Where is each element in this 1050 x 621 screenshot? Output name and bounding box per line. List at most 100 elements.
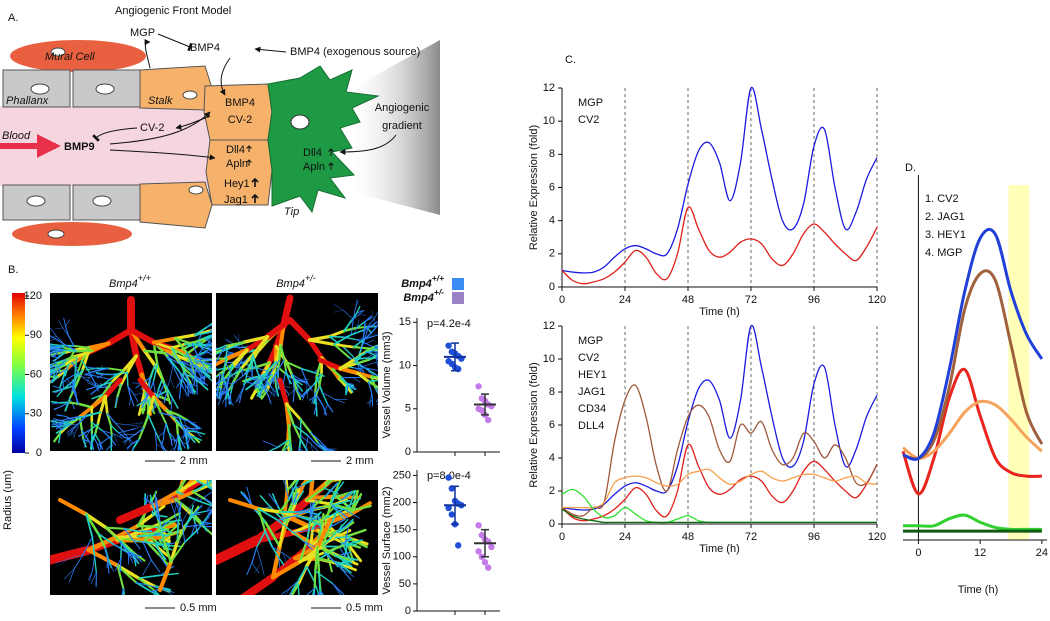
vessel [296,454,299,465]
vessel [285,402,303,421]
vessel [365,339,375,344]
y-tick-label: 15 [399,316,411,328]
vessel [74,554,84,569]
vessel [68,372,79,379]
vessel [170,438,173,447]
vessel [81,376,91,379]
y-tick-label: 2 [549,485,555,497]
vessel [311,609,322,617]
series-line [561,384,878,517]
vessel [90,341,111,353]
vessel [163,423,167,433]
vessel [329,518,346,528]
vessel [297,463,302,469]
vessel [366,323,371,331]
vessel [276,454,282,463]
vessel [178,445,181,451]
vessel [50,365,55,369]
vessel [252,354,259,374]
vessel [171,397,179,409]
series-line [902,227,1044,461]
vessel [278,498,290,514]
vessel [174,490,196,502]
vessel [328,464,346,472]
vessel [375,354,378,357]
vessel [328,335,345,338]
vessel [290,455,291,466]
vessel [56,335,65,345]
vessel [99,441,102,450]
vessel [301,480,309,487]
vessel [206,485,212,489]
y-tick-label: 4 [549,215,555,227]
vessel [105,327,134,347]
vessel [346,542,363,563]
vessel [225,389,230,400]
genotype-label-base: Bmp4 [276,278,305,290]
vessel [67,401,80,405]
vessel [64,568,75,580]
vessel [374,351,378,353]
vessel [198,378,209,386]
y-tick-label: 12 [543,320,555,332]
y-tick-label: 6 [549,419,555,431]
vessel [88,371,96,383]
vessel [371,374,378,376]
vessel [206,480,212,485]
vessel [133,353,145,378]
vessel [60,424,68,429]
vessel [281,588,290,595]
vessel [104,526,122,543]
vessel [193,375,196,387]
vessel [77,402,94,409]
vessel [55,327,64,329]
vessel [122,438,129,443]
vessel [336,518,349,533]
vessel [113,433,118,443]
vessel [68,568,75,583]
vessel [268,450,270,451]
vessel [187,423,193,428]
nucleus [26,195,46,207]
x-tick-label: 120 [868,531,886,543]
vessel [67,430,73,437]
y-tick-label: 0 [549,281,555,293]
x-tick-label: 48 [682,294,694,306]
vessel [127,385,135,396]
vessel [50,346,53,348]
vessel [139,395,149,405]
vessel [323,543,346,554]
vessel [113,433,123,439]
vessel [186,351,194,365]
molecule: BMP4 [225,97,255,109]
vessel [298,462,307,467]
vessel [298,447,300,451]
vessel [323,403,328,415]
vessel [277,377,290,407]
x-tick-label: 96 [808,531,820,543]
vessel [275,387,280,397]
vessel [308,603,309,615]
scale-bar-label: 2 mm [346,455,374,467]
x-tick-label: 72 [745,294,757,306]
vessel [206,324,212,328]
vessel [180,423,186,432]
vessel [216,367,219,371]
vessel [156,363,166,385]
legend-label: 2. JAG1 [925,211,965,223]
vessel [269,443,278,448]
vessel [282,553,292,560]
x-tick-label: 48 [682,531,694,543]
vessel-render [50,480,212,595]
gene: Apln [226,158,248,170]
vessel [54,388,64,394]
vessel [131,427,138,430]
vessel [333,304,344,311]
vessel [157,378,164,391]
vessel [308,511,319,516]
vessel [106,412,112,427]
vessel [137,577,156,592]
vessel [299,438,308,451]
arrow [219,57,231,96]
vessel [332,583,345,595]
